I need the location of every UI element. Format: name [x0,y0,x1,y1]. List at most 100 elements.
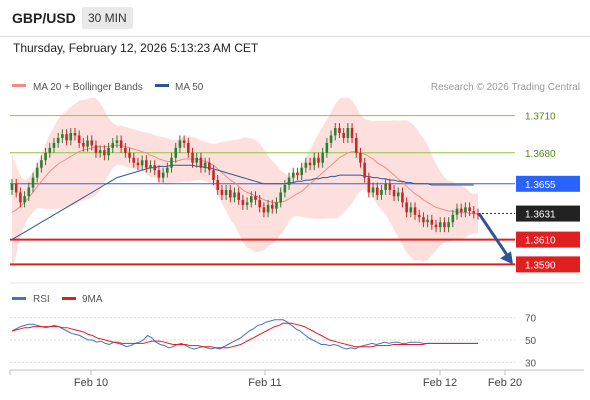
candle-body [94,145,98,153]
candle-body [98,150,102,153]
level-label-text: 1.3590 [525,260,556,271]
candle [472,206,476,219]
candle-body [472,211,476,214]
candle [161,167,165,183]
candle-body [371,187,375,193]
candle-body [216,180,220,190]
candle [48,142,52,158]
candle [233,187,236,203]
ma50-legend-swatch [155,84,169,87]
candle-body [161,172,165,178]
candle [61,129,64,143]
candle-body [438,222,442,228]
candle-body [401,192,404,203]
candle-body [77,135,81,143]
candle [321,147,324,168]
candle-body [220,190,224,195]
candle [224,185,228,200]
candle [308,157,312,171]
candle [287,172,291,190]
candle-body [451,214,455,223]
candle [182,135,186,148]
candle [111,137,115,153]
candle [94,140,98,158]
candle-body [346,128,350,138]
candle-body [317,157,320,163]
candle [220,185,224,200]
candle [103,145,106,161]
candle-body [342,132,345,138]
candle-body [363,162,366,178]
candle [178,135,182,153]
candle [468,202,471,217]
candle [409,202,413,218]
candle [44,147,47,166]
candle-body [157,170,161,178]
candle [212,165,215,186]
candle [10,178,14,195]
candle [258,194,261,213]
candle [354,132,358,158]
candle [241,194,245,210]
timeframe-button[interactable]: 30 MIN [82,7,133,29]
candle [69,128,73,146]
candle-body [119,140,123,148]
candle-body [417,214,421,218]
x-axis: Feb 10 Feb 11 Feb 12 Feb 20 [74,370,522,389]
candle-body [296,172,299,176]
candle [65,129,68,146]
candle-body [229,190,232,198]
candle-body [191,152,194,163]
candle-body [10,183,14,190]
ma20-line [11,144,478,215]
candle-body [270,204,274,209]
candle [270,199,274,214]
level-label-text: 1.3610 [525,236,556,247]
candle-body [187,142,190,153]
candle-body [338,128,341,133]
ma20-legend-swatch [12,84,26,87]
candle-body [459,208,463,213]
candle-body [291,172,295,178]
candle-body [359,152,362,163]
candle [23,191,26,208]
level-label-1.3631: 1.3631 [516,205,580,222]
level-label-1.3680: 1.3680 [525,149,556,160]
candle-body [476,213,480,215]
candle [401,187,404,208]
candle-body [124,147,127,153]
level-labels-layer: 1.3710 1.3680 1.3655 1.3631 1.3610 1.3590 [516,112,580,273]
candle [392,185,396,202]
x-tick-label: Feb 20 [488,377,522,389]
candle-body [443,222,446,228]
candle-body [396,192,400,197]
rsi-panel: 70 50 30 [10,314,537,369]
candle [388,178,392,195]
ma20-legend-label: MA 20 + Bollinger Bands [33,82,143,93]
candle-body [384,183,387,190]
candle [459,203,463,218]
candle-body [350,128,354,138]
candle-body [61,134,64,138]
level-label-text: 1.3680 [525,149,556,160]
candle-body [283,185,287,193]
candle-body [44,152,47,161]
symbol-label: GBP/USD [12,10,76,26]
candle-body [254,196,257,200]
candle [413,202,417,220]
candle-body [23,196,26,203]
candle [430,214,434,230]
candle [350,123,354,143]
candle-body [153,165,157,171]
level-label-text: 1.3710 [525,112,556,123]
rsi-ma-line [11,322,478,349]
candle [128,147,131,163]
candle-body [195,157,199,163]
level-label-1.3710: 1.3710 [525,112,556,123]
candle-body [35,167,39,178]
rsi-line [11,319,478,350]
candle [262,202,266,218]
candle [132,152,136,168]
rsi-tick-70: 70 [525,314,537,325]
candle-body [56,137,60,143]
